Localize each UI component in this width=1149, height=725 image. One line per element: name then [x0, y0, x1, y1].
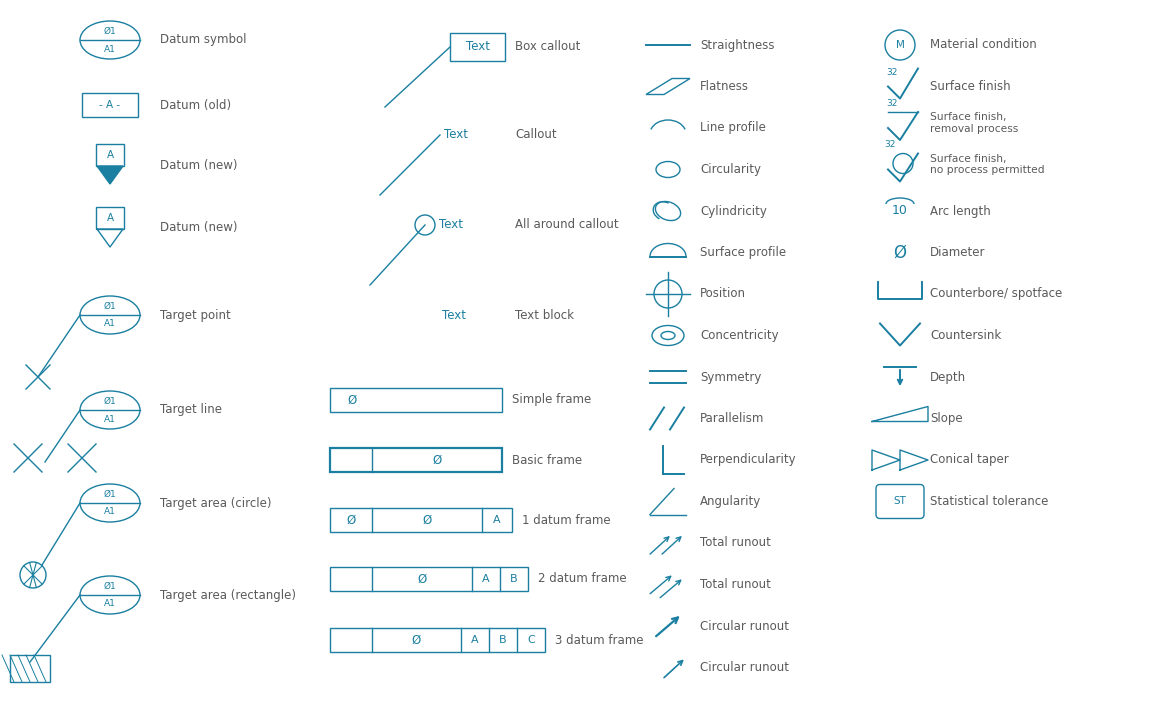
Text: Cylindricity: Cylindricity: [700, 204, 766, 218]
Text: B: B: [510, 574, 518, 584]
Text: B: B: [499, 635, 507, 645]
Text: Ø1: Ø1: [103, 489, 116, 499]
Text: Statistical tolerance: Statistical tolerance: [930, 495, 1048, 508]
Text: Symmetry: Symmetry: [700, 370, 762, 384]
Text: Concentricity: Concentricity: [700, 329, 779, 342]
Text: A: A: [493, 515, 501, 525]
Text: Surface finish,
no process permitted: Surface finish, no process permitted: [930, 154, 1044, 175]
Text: Flatness: Flatness: [700, 80, 749, 93]
Text: Counterbore/ spotface: Counterbore/ spotface: [930, 288, 1062, 300]
Text: A1: A1: [105, 507, 116, 516]
Text: A: A: [107, 213, 114, 223]
Text: ST: ST: [894, 497, 907, 507]
Text: Surface finish,
removal process: Surface finish, removal process: [930, 112, 1018, 134]
Text: C: C: [527, 635, 535, 645]
Text: Angularity: Angularity: [700, 495, 762, 508]
Text: Diameter: Diameter: [930, 246, 986, 259]
Text: Total runout: Total runout: [700, 578, 771, 591]
Text: Total runout: Total runout: [700, 536, 771, 550]
Text: Ø1: Ø1: [103, 581, 116, 590]
Text: Line profile: Line profile: [700, 122, 766, 135]
Text: Simple frame: Simple frame: [512, 394, 592, 407]
Text: Position: Position: [700, 288, 746, 300]
Text: Datum (new): Datum (new): [160, 222, 238, 234]
Text: Parallelism: Parallelism: [700, 412, 764, 425]
Text: Conical taper: Conical taper: [930, 454, 1009, 466]
Text: Ø: Ø: [346, 513, 356, 526]
Text: A1: A1: [105, 320, 116, 328]
Polygon shape: [97, 166, 123, 184]
Text: A1: A1: [105, 415, 116, 423]
Text: 32: 32: [886, 68, 897, 77]
Text: All around callout: All around callout: [515, 218, 618, 231]
Text: Ø: Ø: [432, 454, 441, 466]
Text: Text block: Text block: [515, 309, 574, 321]
Text: A: A: [471, 635, 479, 645]
Text: 2 datum frame: 2 datum frame: [538, 573, 626, 586]
Text: A1: A1: [105, 44, 116, 54]
Text: Ø: Ø: [417, 573, 426, 586]
Text: Surface profile: Surface profile: [700, 246, 786, 259]
Text: A: A: [483, 574, 489, 584]
Text: Callout: Callout: [515, 128, 556, 141]
Text: 1 datum frame: 1 datum frame: [522, 513, 610, 526]
Text: 32: 32: [885, 140, 896, 149]
Text: Slope: Slope: [930, 412, 963, 425]
Text: Box callout: Box callout: [515, 41, 580, 54]
Text: M: M: [895, 40, 904, 50]
Text: Ø: Ø: [411, 634, 422, 647]
Text: Circular runout: Circular runout: [700, 619, 789, 632]
Text: Basic frame: Basic frame: [512, 454, 583, 466]
Text: Text: Text: [439, 218, 463, 231]
Text: Ø1: Ø1: [103, 397, 116, 405]
Text: Circular runout: Circular runout: [700, 661, 789, 674]
Text: A: A: [107, 150, 114, 160]
Text: Text: Text: [442, 309, 466, 321]
Text: Ø: Ø: [347, 394, 356, 407]
Text: 32: 32: [886, 99, 897, 107]
Text: Datum (new): Datum (new): [160, 159, 238, 172]
Text: Datum symbol: Datum symbol: [160, 33, 247, 46]
Text: Surface finish: Surface finish: [930, 80, 1011, 93]
Text: Straightness: Straightness: [700, 38, 774, 51]
Text: 3 datum frame: 3 datum frame: [555, 634, 643, 647]
Text: Ø1: Ø1: [103, 302, 116, 310]
Text: Target area (circle): Target area (circle): [160, 497, 271, 510]
Text: Ø: Ø: [423, 513, 432, 526]
Text: Ø1: Ø1: [103, 27, 116, 36]
Text: Arc length: Arc length: [930, 204, 990, 218]
Text: A1: A1: [105, 600, 116, 608]
Text: Text: Text: [465, 41, 489, 54]
Text: Material condition: Material condition: [930, 38, 1036, 51]
Text: Perpendicularity: Perpendicularity: [700, 454, 796, 466]
Text: Circularity: Circularity: [700, 163, 761, 176]
Text: Target area (rectangle): Target area (rectangle): [160, 589, 296, 602]
Text: Target line: Target line: [160, 404, 222, 416]
Text: Countersink: Countersink: [930, 329, 1001, 342]
Text: Text: Text: [444, 128, 468, 141]
Text: Target point: Target point: [160, 309, 231, 321]
Text: - A -: - A -: [100, 100, 121, 110]
Text: Depth: Depth: [930, 370, 966, 384]
Text: Ø: Ø: [894, 244, 907, 262]
Text: 10: 10: [892, 204, 908, 218]
Text: Datum (old): Datum (old): [160, 99, 231, 112]
